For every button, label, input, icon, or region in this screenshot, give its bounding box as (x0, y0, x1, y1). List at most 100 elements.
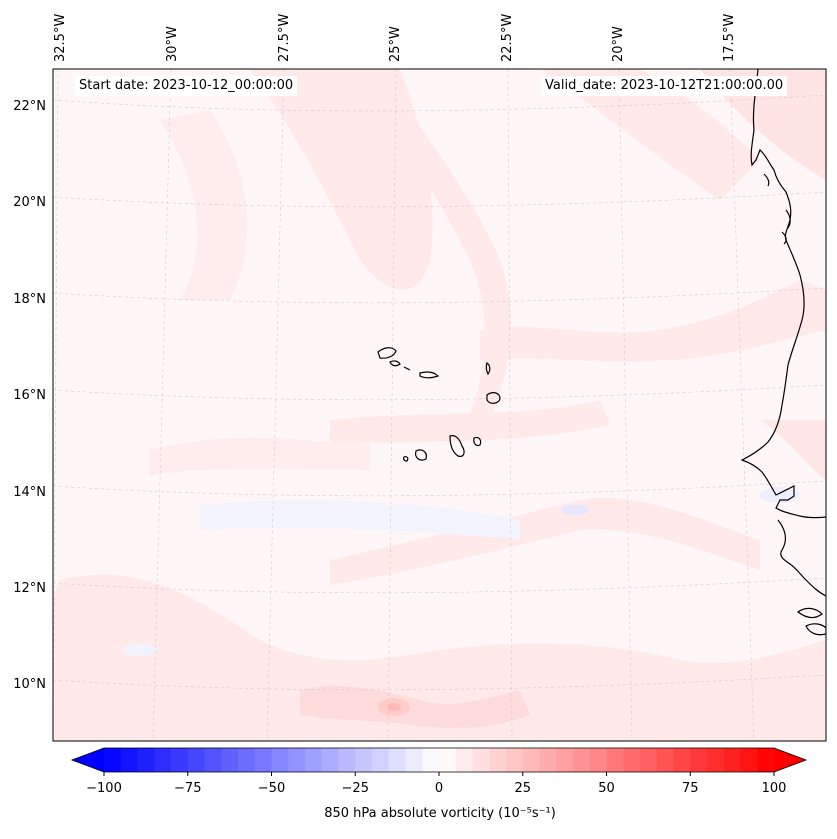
colorbar-segment (137, 748, 155, 772)
colorbar-segment (723, 748, 741, 772)
colorbar-tick-label: 75 (681, 781, 699, 796)
colorbar-segment (204, 748, 222, 772)
colorbar-segment (472, 748, 490, 772)
latitude-label: 20°N (13, 195, 46, 210)
colorbar-segment (120, 748, 138, 772)
latitude-label: 22°N (13, 99, 46, 114)
africa-coastline (796, 607, 823, 619)
latitude-label: 18°N (13, 292, 46, 307)
negative-vorticity-patch (561, 505, 589, 515)
negative-vorticity-patch (200, 500, 520, 540)
colorbar-segment (539, 748, 557, 772)
colorbar-segment (221, 748, 239, 772)
latitude-label: 16°N (13, 388, 46, 403)
colorbar-segment (338, 748, 356, 772)
vorticity-band (53, 574, 826, 741)
colorbar-segment (422, 748, 440, 772)
colorbar-segment (405, 748, 423, 772)
colorbar (70, 747, 808, 776)
africa-coastline (805, 623, 826, 636)
colorbar-tick-label: −100 (86, 781, 122, 796)
colorbar-segment (388, 748, 406, 772)
vorticity-band (540, 69, 760, 200)
colorbar-segment (506, 748, 524, 772)
start-date-label: Start date: 2023-10-12_00:00:00 (75, 76, 298, 96)
island-sao-vicente (389, 360, 401, 367)
colorbar-tick-label: 0 (434, 781, 444, 796)
island-santa-luzia (403, 366, 411, 371)
latitude-label: 10°N (13, 677, 46, 692)
vorticity-band (160, 110, 248, 300)
vorticity-band (700, 69, 826, 180)
coastlines (377, 69, 826, 636)
colorbar-segment (589, 748, 607, 772)
colorbar-segment (355, 748, 373, 772)
colorbar-segment (757, 748, 775, 772)
longitude-gridline (729, 69, 755, 741)
vorticity-band (360, 69, 511, 420)
colorbar-tick-label: −75 (174, 781, 202, 796)
africa-coastline (740, 69, 826, 519)
vorticity-band (760, 420, 826, 480)
colorbar-extend-max (774, 748, 806, 772)
colorbar-segment (439, 748, 457, 772)
vorticity-band (300, 685, 530, 728)
longitude-label: 27.5°W (277, 13, 292, 62)
island-santo-antao (377, 347, 397, 359)
longitude-gridline (53, 69, 59, 741)
colorbar-segment (154, 748, 172, 772)
coastal-inlet (763, 173, 770, 187)
longitude-label: 20°W (611, 26, 626, 62)
island-boa-vista (486, 392, 501, 404)
longitude-label: 22.5°W (500, 13, 515, 62)
vorticity-maximum (387, 703, 401, 711)
longitude-gridline (387, 69, 397, 741)
colorbar-segment (271, 748, 289, 772)
colorbar-segment (522, 748, 540, 772)
colorbar-segment (104, 748, 122, 772)
colorbar-segment (321, 748, 339, 772)
island-sao-nicolau (419, 371, 440, 379)
latitude-gridline (53, 191, 826, 208)
vorticity-band (330, 498, 760, 585)
longitude-gridline (618, 69, 633, 741)
latitude-gridline (53, 287, 826, 304)
colorbar-segment (305, 748, 323, 772)
colorbar-segment (740, 748, 758, 772)
colorbar-extend-min (72, 748, 104, 772)
island-maio (473, 436, 482, 447)
colorbar-tick-label: 100 (761, 781, 787, 796)
colorbar-segment (171, 748, 189, 772)
colorbar-segment (489, 748, 507, 772)
colorbar-segment (556, 748, 574, 772)
vorticity-field (53, 69, 826, 741)
latitude-gridline (53, 384, 826, 401)
map-frame (52, 68, 827, 742)
vorticity-band (330, 400, 610, 445)
longitude-gridline (507, 69, 513, 741)
colorbar-segment (606, 748, 624, 772)
longitude-gridline (266, 69, 285, 741)
valid-date-label: Valid_date: 2023-10-12T21:00:00.00 (541, 76, 788, 96)
africa-coastline (777, 519, 826, 597)
colorbar-segment (673, 748, 691, 772)
colorbar-segment (238, 748, 256, 772)
longitude-label: 32.5°W (53, 13, 68, 62)
colorbar-segment (573, 748, 591, 772)
vorticity-band (250, 69, 433, 290)
latitude-gridline (53, 480, 826, 497)
colorbar-segment (254, 748, 272, 772)
longitude-label: 30°W (165, 26, 180, 62)
colorbar-tick-label: −25 (341, 781, 369, 796)
colorbar-label: 850 hPa absolute vorticity (10⁻⁵s⁻¹) (324, 806, 556, 821)
colorbar-tick-label: 25 (514, 781, 532, 796)
graticule (53, 69, 826, 741)
colorbar-segment (656, 748, 674, 772)
colorbar-segment (187, 748, 205, 772)
island-santiago (449, 435, 465, 457)
latitude-label: 14°N (13, 485, 46, 500)
longitude-gridline (152, 69, 172, 741)
colorbar-segment (372, 748, 390, 772)
island-brava (403, 456, 409, 462)
